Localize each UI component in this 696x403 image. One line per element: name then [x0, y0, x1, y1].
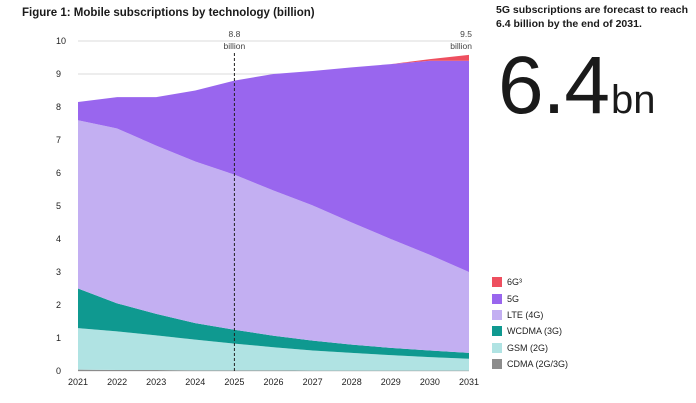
y-tick-label: 9	[56, 69, 61, 79]
annotation-layer: 8.8 billion 9.5 billion	[224, 29, 472, 371]
x-tick-label: 2023	[146, 377, 166, 387]
area-series-1	[78, 328, 469, 371]
legend-label: 5G	[507, 293, 520, 304]
x-tick-label: 2030	[420, 377, 440, 387]
legend-label: CDMA (2G/3G)	[507, 359, 569, 370]
y-tick-label: 7	[56, 135, 61, 145]
legend-swatch	[492, 293, 502, 304]
x-tick-label: 2025	[224, 377, 244, 387]
x-tick-label: 2026	[263, 377, 283, 387]
y-tick-label: 6	[56, 168, 61, 178]
legend-label: GSM (2G)	[507, 342, 549, 353]
tick-layer: 0 1 2 3 4 5 6 7 8 9 10 2021 2022 2023 2024 2025 2026 2027…	[56, 36, 479, 387]
area-series-4	[78, 60, 469, 272]
x-tick-label: 2021	[68, 377, 88, 387]
annotation-unit: billion	[224, 41, 246, 51]
y-tick-label: 2	[56, 300, 61, 310]
x-tick-label: 2024	[185, 377, 205, 387]
y-tick-label: 1	[56, 333, 61, 343]
area-series-5	[78, 54, 469, 103]
legend-item: WCDMA (3G)	[492, 323, 568, 339]
y-tick-label: 3	[56, 267, 61, 277]
legend-swatch	[492, 277, 502, 288]
headline-text: 5G subscriptions are forecast to reach 6…	[496, 4, 688, 30]
legend-swatch	[492, 342, 502, 353]
legend-label: 6G³	[507, 277, 523, 288]
chart-title: Figure 1: Mobile subscriptions by techno…	[22, 7, 315, 19]
annotation-unit: billion	[450, 41, 472, 51]
y-tick-label: 5	[56, 201, 61, 211]
legend-item: CDMA (2G/3G)	[492, 356, 568, 372]
area-series-3	[78, 120, 469, 353]
legend-swatch	[492, 326, 502, 337]
x-tick-label: 2027	[303, 377, 323, 387]
area-series-2	[78, 288, 469, 359]
y-tick-label: 10	[56, 36, 66, 46]
legend-item: GSM (2G)	[492, 340, 568, 356]
area-layer	[78, 54, 469, 371]
x-tick-label: 2031	[459, 377, 479, 387]
legend-swatch	[492, 359, 502, 370]
legend: 6G³ 5G LTE (4G) WCDMA (3G) GSM (2G) CDMA (2G/…	[492, 274, 568, 372]
legend-label: LTE (4G)	[507, 309, 544, 320]
headline-unit: bn	[611, 78, 656, 122]
y-tick-label: 0	[56, 366, 61, 376]
headline-value: 6.4	[498, 40, 610, 131]
legend-label: WCDMA (3G)	[507, 326, 562, 337]
legend-swatch	[492, 309, 502, 320]
legend-item: 6G³	[492, 274, 568, 290]
legend-item: 5G	[492, 290, 568, 306]
x-tick-label: 2028	[342, 377, 362, 387]
headline-figure: 6.4bn	[498, 36, 656, 136]
x-tick-label: 2029	[381, 377, 401, 387]
y-tick-label: 8	[56, 102, 61, 112]
y-tick-label: 4	[56, 234, 61, 244]
x-tick-label: 2022	[107, 377, 127, 387]
legend-item: LTE (4G)	[492, 307, 568, 323]
annotation-value: 9.5	[460, 29, 472, 39]
annotation-value: 8.8	[228, 29, 240, 39]
